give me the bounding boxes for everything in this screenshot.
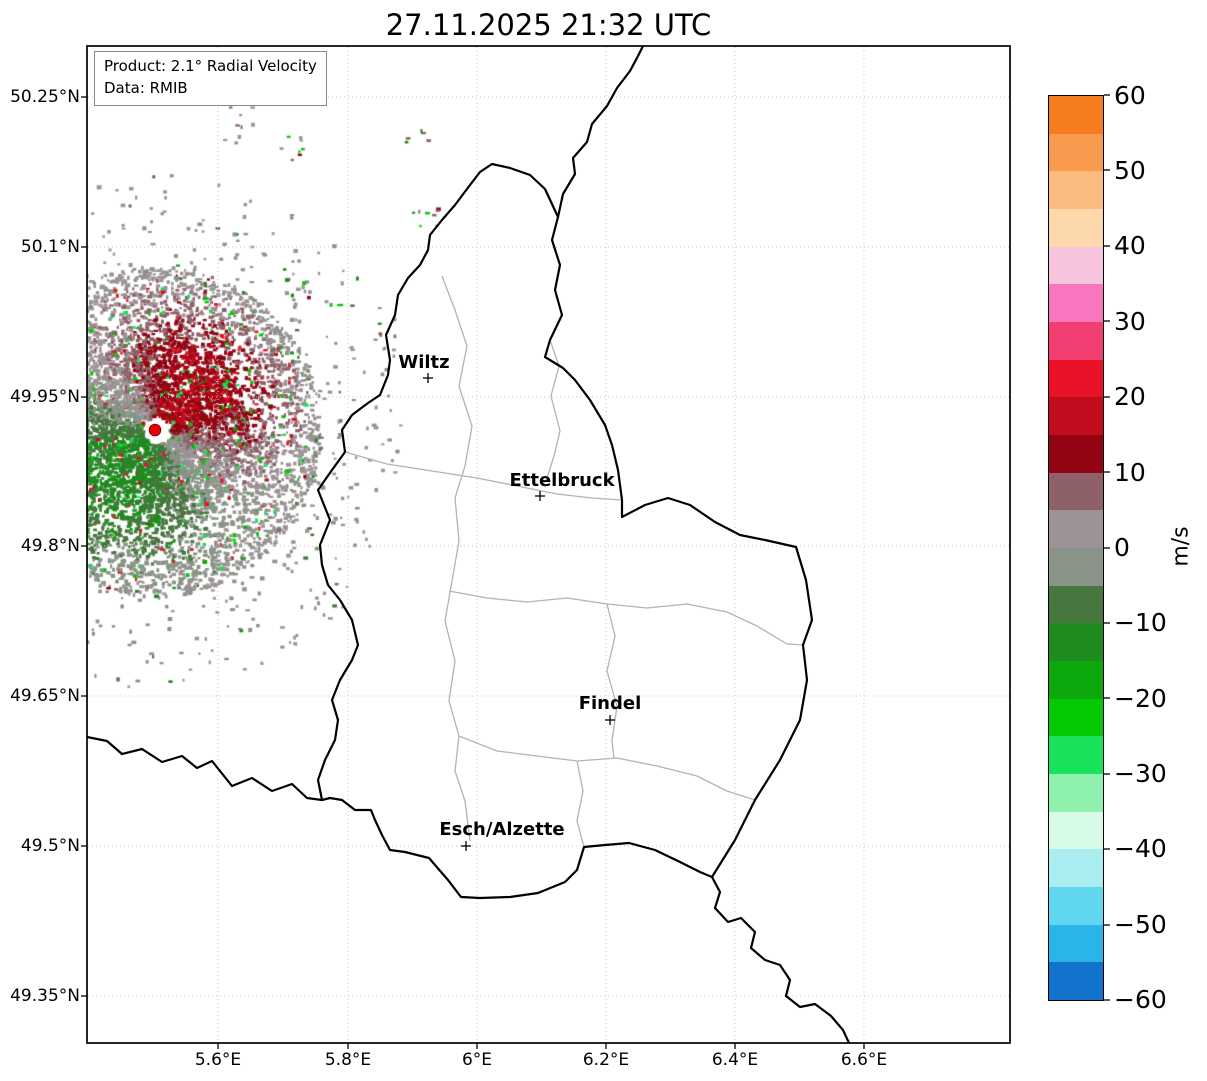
colorbar-band bbox=[1049, 171, 1103, 210]
colorbar-tick-label: −60 bbox=[1114, 985, 1167, 1014]
colorbar-tick-label: −30 bbox=[1114, 759, 1167, 788]
france-belgium-border bbox=[87, 735, 324, 802]
colorbar-tick-label: −40 bbox=[1114, 834, 1167, 863]
colorbar-band bbox=[1049, 736, 1103, 775]
colorbar-band bbox=[1049, 924, 1103, 963]
luxembourg-border bbox=[316, 162, 814, 900]
city-marker-findel bbox=[605, 715, 615, 725]
plot-frame bbox=[86, 45, 1011, 1044]
colorbar-band bbox=[1049, 623, 1103, 662]
lat-tick-label: 49.65°N bbox=[10, 686, 80, 706]
colorbar-band bbox=[1049, 698, 1103, 737]
lon-tick-label: 6.6°E bbox=[840, 1050, 888, 1070]
colorbar-band bbox=[1049, 962, 1103, 1001]
colorbar-band bbox=[1049, 359, 1103, 398]
colorbar-unit-label: m/s bbox=[1168, 526, 1194, 567]
legend-product-line: Product: 2.1° Radial Velocity bbox=[104, 57, 317, 75]
colorbar-tick-label: 30 bbox=[1114, 307, 1146, 336]
radar-site-dot bbox=[146, 421, 164, 439]
axis-ticks bbox=[81, 96, 865, 1049]
colorbar-ticks bbox=[1104, 94, 1110, 1001]
colorbar-tick-label: 40 bbox=[1114, 231, 1146, 260]
belgium-germany-border bbox=[556, 46, 645, 219]
lon-tick-label: 6°E bbox=[461, 1050, 493, 1070]
lon-tick-label: 5.8°E bbox=[324, 1050, 372, 1070]
colorbar-tick-label: −10 bbox=[1114, 608, 1167, 637]
colorbar-band bbox=[1049, 661, 1103, 699]
colorbar-band bbox=[1049, 435, 1103, 473]
lat-tick-label: 49.95°N bbox=[10, 387, 80, 407]
colorbar-tick-label: −20 bbox=[1114, 684, 1167, 713]
city-label-esch: Esch/Alzette bbox=[439, 819, 565, 840]
colorbar-band bbox=[1049, 811, 1103, 850]
colorbar bbox=[1048, 95, 1104, 1001]
colorbar-tick-label: 20 bbox=[1114, 382, 1146, 411]
legend-box: Product: 2.1° Radial Velocity Data: RMIB bbox=[94, 51, 327, 106]
city-marker-ettelbruck bbox=[535, 491, 545, 501]
radar-velocity-field bbox=[87, 46, 1010, 1043]
colorbar-band bbox=[1049, 322, 1103, 360]
colorbar-tick-label: 60 bbox=[1114, 81, 1146, 110]
lat-tick-label: 49.35°N bbox=[10, 986, 80, 1006]
colorbar-tick-label: 10 bbox=[1114, 458, 1146, 487]
grid-lines bbox=[88, 47, 1009, 1042]
page-title: 27.11.2025 21:32 UTC bbox=[385, 8, 712, 42]
colorbar-band bbox=[1049, 133, 1103, 172]
colorbar-tick-label: 50 bbox=[1114, 156, 1146, 185]
country-borders bbox=[87, 46, 851, 1043]
lon-tick-label: 6.4°E bbox=[711, 1050, 759, 1070]
lat-tick-label: 50.25°N bbox=[10, 87, 80, 107]
district-borders bbox=[344, 275, 804, 848]
colorbar-tick-label: 0 bbox=[1114, 533, 1130, 562]
colorbar-band bbox=[1049, 209, 1103, 247]
france-germany-border bbox=[710, 875, 851, 1043]
colorbar-band bbox=[1049, 774, 1103, 812]
colorbar-band bbox=[1049, 397, 1103, 436]
legend-data-line: Data: RMIB bbox=[104, 78, 188, 97]
city-marker-esch bbox=[461, 841, 471, 851]
colorbar-band bbox=[1049, 548, 1103, 586]
city-label-findel: Findel bbox=[578, 693, 642, 714]
colorbar-band bbox=[1049, 849, 1103, 888]
lat-tick-label: 50.1°N bbox=[20, 237, 80, 257]
colorbar-tick-label: −50 bbox=[1114, 910, 1167, 939]
colorbar-band bbox=[1049, 246, 1103, 285]
city-marker-wiltz bbox=[423, 373, 433, 383]
colorbar-band bbox=[1049, 284, 1103, 323]
lat-tick-label: 49.5°N bbox=[20, 836, 80, 856]
colorbar-band bbox=[1049, 585, 1103, 624]
colorbar-band bbox=[1049, 96, 1103, 134]
colorbar-band bbox=[1049, 510, 1103, 549]
colorbar-band bbox=[1049, 887, 1103, 925]
city-label-wiltz: Wiltz bbox=[398, 352, 450, 373]
colorbar-band bbox=[1049, 472, 1103, 511]
city-markers bbox=[423, 373, 615, 851]
city-label-ettelbruck: Ettelbruck bbox=[509, 470, 615, 491]
lon-tick-label: 5.6°E bbox=[194, 1050, 242, 1070]
lat-tick-label: 49.8°N bbox=[20, 536, 80, 556]
lon-tick-label: 6.2°E bbox=[582, 1050, 630, 1070]
